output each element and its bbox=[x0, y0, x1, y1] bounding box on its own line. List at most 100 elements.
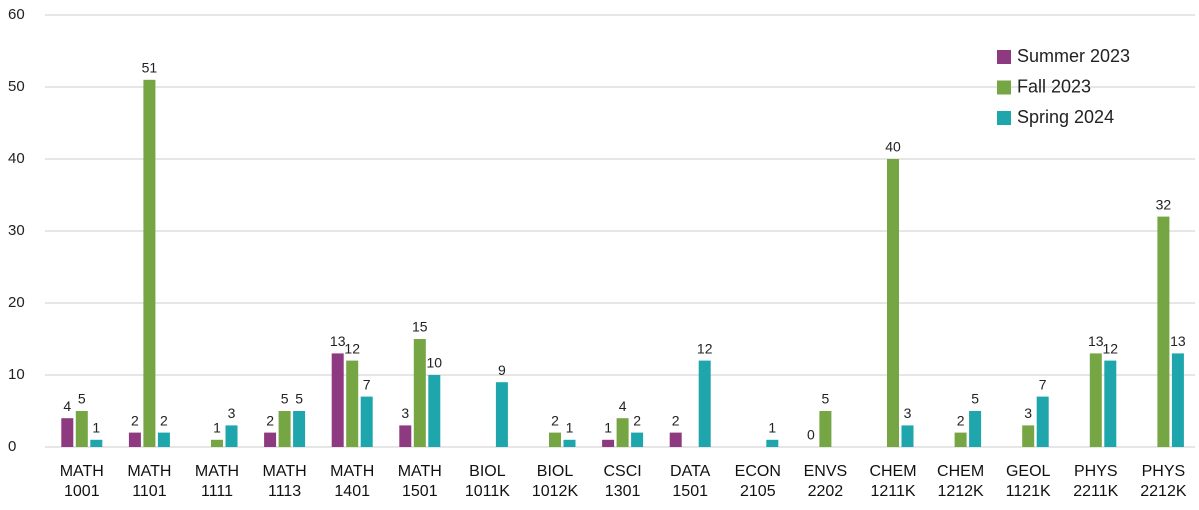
x-tick-label: PHYS 2212K bbox=[1140, 463, 1187, 500]
x-tick-label: BIOL 1011K bbox=[464, 463, 510, 500]
x-tick-label: ENVS 2202 bbox=[803, 463, 848, 500]
bar bbox=[631, 432, 644, 447]
value-label: 5 bbox=[971, 391, 979, 407]
bar bbox=[157, 432, 170, 447]
y-tick-label: 10 bbox=[8, 366, 25, 383]
value-label: 2 bbox=[266, 412, 274, 428]
y-tick-label: 50 bbox=[8, 78, 25, 95]
value-label: 5 bbox=[295, 391, 303, 407]
value-label: 40 bbox=[885, 139, 901, 155]
legend-label: Summer 2023 bbox=[1017, 46, 1130, 66]
value-label: 4 bbox=[63, 398, 71, 414]
bar bbox=[969, 411, 982, 447]
bar bbox=[264, 432, 277, 447]
value-label: 32 bbox=[1156, 196, 1172, 212]
bar bbox=[901, 425, 914, 447]
value-label: 12 bbox=[1103, 340, 1119, 356]
bar bbox=[698, 360, 711, 447]
bar bbox=[428, 375, 441, 447]
bar bbox=[90, 439, 103, 447]
x-tick-label: GEOL 1121K bbox=[1005, 463, 1051, 500]
x-tick-label: MATH 1113 bbox=[262, 463, 307, 500]
value-label: 1 bbox=[604, 420, 612, 436]
value-label: 12 bbox=[344, 340, 360, 356]
bar bbox=[495, 382, 508, 447]
value-label: 3 bbox=[401, 405, 409, 421]
bar bbox=[225, 425, 238, 447]
value-label: 3 bbox=[904, 405, 912, 421]
bar bbox=[399, 425, 412, 447]
bar bbox=[766, 439, 779, 447]
value-label: 13 bbox=[1170, 333, 1186, 349]
value-label: 5 bbox=[78, 391, 86, 407]
value-label: 0 bbox=[807, 427, 815, 443]
x-tick-label: MATH 1401 bbox=[330, 463, 375, 500]
value-label: 13 bbox=[1088, 333, 1104, 349]
value-label: 5 bbox=[281, 391, 289, 407]
x-tick-label: MATH 1501 bbox=[397, 463, 442, 500]
bar bbox=[75, 411, 88, 447]
bar bbox=[61, 418, 74, 447]
x-tick-label: CHEM 1212K bbox=[937, 463, 985, 500]
x-tick-label: BIOL 1012K bbox=[531, 463, 579, 500]
legend-label: Fall 2023 bbox=[1017, 76, 1091, 96]
bar bbox=[563, 439, 576, 447]
value-label: 15 bbox=[412, 319, 428, 335]
bar bbox=[602, 439, 615, 447]
value-label: 9 bbox=[498, 362, 506, 378]
y-tick-label: 40 bbox=[8, 150, 25, 167]
y-tick-label: 0 bbox=[8, 438, 16, 455]
bar bbox=[211, 439, 223, 447]
bar bbox=[616, 418, 629, 447]
x-tick-label: MATH 1001 bbox=[59, 463, 104, 500]
value-label: 5 bbox=[822, 391, 830, 407]
bar bbox=[143, 79, 156, 448]
bar bbox=[1157, 216, 1170, 447]
value-label: 7 bbox=[1039, 376, 1047, 392]
y-tick-label: 60 bbox=[8, 6, 25, 23]
legend-swatch bbox=[997, 111, 1011, 125]
bar bbox=[1036, 396, 1049, 447]
value-label: 10 bbox=[427, 355, 443, 371]
bar bbox=[887, 159, 899, 447]
bar bbox=[549, 432, 561, 447]
value-label: 1 bbox=[768, 420, 776, 436]
bar bbox=[360, 396, 373, 447]
bar bbox=[1089, 353, 1102, 447]
value-label: 2 bbox=[160, 412, 168, 428]
bar bbox=[954, 432, 967, 447]
value-label: 1 bbox=[92, 420, 100, 436]
value-label: 1 bbox=[566, 420, 574, 436]
value-label: 51 bbox=[142, 60, 158, 76]
x-tick-label: CHEM 1211K bbox=[869, 463, 917, 500]
y-tick-label: 20 bbox=[8, 294, 25, 311]
value-label: 3 bbox=[228, 405, 236, 421]
legend-swatch bbox=[997, 50, 1011, 64]
x-tick-label: CSCI 1301 bbox=[603, 463, 642, 500]
legend-swatch bbox=[997, 80, 1011, 95]
bar bbox=[331, 353, 344, 447]
value-label: 7 bbox=[363, 376, 371, 392]
bar bbox=[278, 411, 291, 447]
value-label: 2 bbox=[633, 412, 641, 428]
bar bbox=[1104, 360, 1117, 447]
bar bbox=[1022, 425, 1035, 447]
x-tick-label: MATH 1111 bbox=[194, 463, 240, 500]
y-tick-label: 30 bbox=[8, 222, 25, 239]
value-label: 2 bbox=[957, 412, 965, 428]
bar bbox=[1171, 353, 1184, 447]
value-label: 12 bbox=[697, 340, 713, 356]
value-label: 2 bbox=[131, 412, 139, 428]
x-tick-label: ECON 2105 bbox=[734, 463, 781, 500]
x-tick-label: PHYS 2211K bbox=[1073, 463, 1119, 500]
x-tick-label: MATH 1101 bbox=[127, 463, 172, 500]
x-tick-label: DATA 1501 bbox=[670, 463, 711, 500]
value-label: 4 bbox=[619, 398, 627, 414]
legend-label: Spring 2024 bbox=[1017, 107, 1114, 127]
bar bbox=[346, 360, 359, 447]
bar bbox=[413, 339, 426, 447]
value-label: 13 bbox=[330, 333, 346, 349]
value-label: 2 bbox=[672, 412, 680, 428]
value-label: 3 bbox=[1024, 405, 1032, 421]
